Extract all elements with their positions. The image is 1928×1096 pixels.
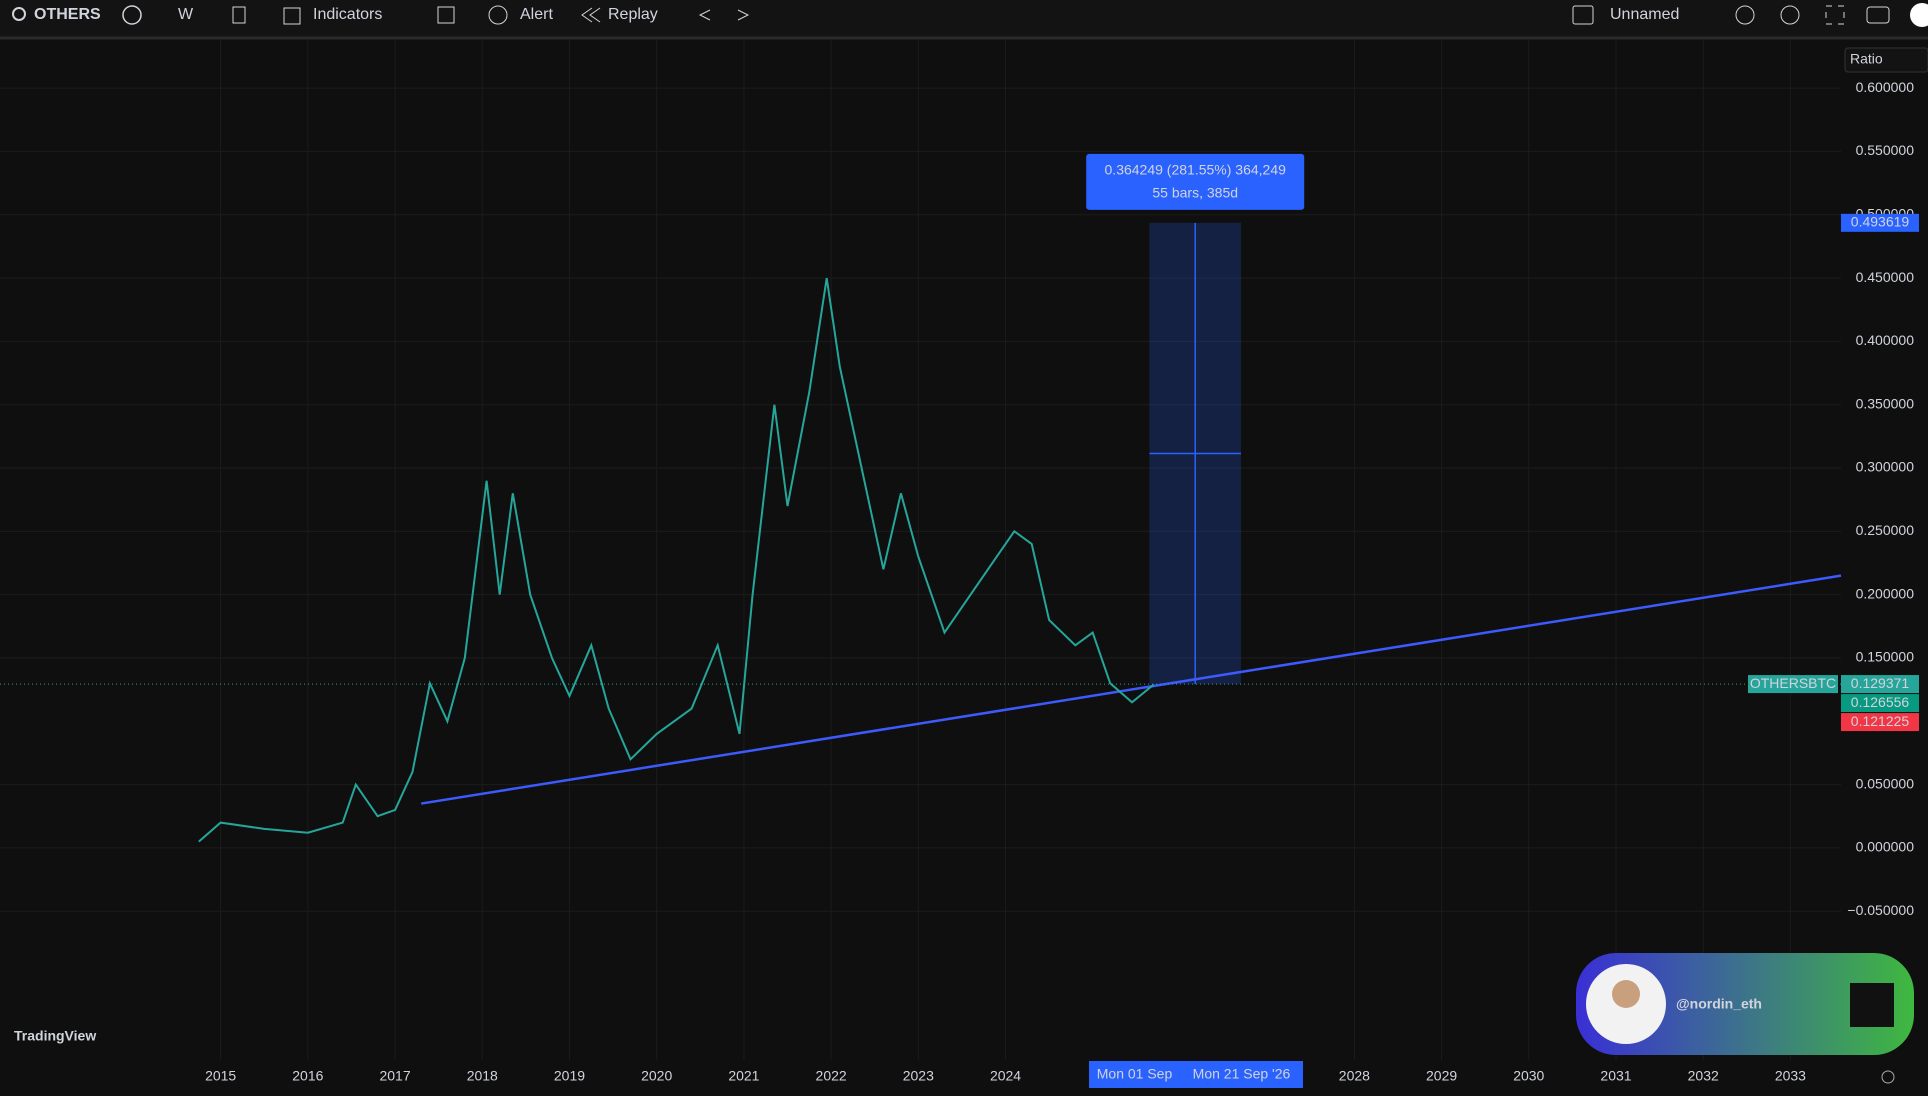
- y-tick-label: 0.300000: [1856, 459, 1915, 475]
- templates[interactable]: [437, 6, 455, 24]
- x-tick-label: 2033: [1775, 1068, 1806, 1084]
- y-tick-label: 0.200000: [1856, 585, 1915, 601]
- layout-icon[interactable]: [1572, 5, 1594, 25]
- x-tick-label: 2016: [292, 1068, 323, 1084]
- symbol[interactable]: OTHERS: [34, 6, 101, 23]
- interval[interactable]: W: [178, 6, 194, 23]
- measure-sublabel: 55 bars, 385d: [1152, 185, 1238, 201]
- y-tick-label: −0.050000: [1847, 902, 1914, 918]
- date-label: [1180, 1061, 1303, 1088]
- x-tick-label: 2029: [1426, 1068, 1457, 1084]
- alert[interactable]: Alert: [520, 6, 553, 23]
- replay-icon[interactable]: [581, 7, 601, 23]
- price-label: [1841, 694, 1919, 713]
- price-label-text: 0.121225: [1851, 713, 1910, 729]
- indicators-icon[interactable]: [283, 7, 301, 25]
- handle: @nordin_eth: [1676, 996, 1762, 1012]
- replay[interactable]: Replay: [608, 6, 658, 23]
- layout-name[interactable]: Unnamed: [1610, 6, 1679, 23]
- price-label: [1841, 675, 1919, 694]
- quick-search[interactable]: [1735, 5, 1755, 25]
- plot: 2015 2016 2017 2018 2019 2020 2021 2022 2023 2024…: [0, 40, 1919, 1088]
- series-tag-label: OTHERSBTC: [1750, 675, 1836, 691]
- date-label: [1089, 1061, 1180, 1088]
- series-tag: [1748, 675, 1838, 694]
- price-label-text: 0.129371: [1851, 675, 1910, 691]
- y-tick-label: 0.550000: [1856, 142, 1915, 158]
- y-tick-label: 0.450000: [1856, 269, 1915, 285]
- undo[interactable]: [698, 9, 711, 21]
- y-tick-label: 0.250000: [1856, 522, 1915, 538]
- x-tick-label: 2028: [1339, 1068, 1370, 1084]
- x-tick-label: 2023: [903, 1068, 934, 1084]
- x-tick-label: 2024: [990, 1068, 1021, 1084]
- trendline: [421, 574, 1842, 805]
- avatar-face: [1612, 980, 1640, 1008]
- profile[interactable]: [1910, 3, 1928, 27]
- handle-badge: [1576, 953, 1914, 1055]
- search-icon[interactable]: [12, 7, 26, 21]
- x-tick-label: 2019: [554, 1068, 585, 1084]
- measure-tooltip: [1086, 153, 1305, 210]
- redo[interactable]: [737, 9, 750, 21]
- date-label-text: Mon 21 Sep '26: [1193, 1066, 1291, 1082]
- measure-label: 0.364249 (281.55%) 364,249: [1105, 162, 1287, 178]
- indicators[interactable]: Indicators: [313, 6, 382, 23]
- x-tick-label: 2030: [1513, 1068, 1544, 1084]
- x-tick-label: 2017: [379, 1068, 410, 1084]
- settings[interactable]: [1780, 5, 1800, 25]
- axis-mode-label: Ratio: [1850, 51, 1883, 67]
- y-tick-label: 0.400000: [1856, 332, 1915, 348]
- fullscreen[interactable]: [1825, 5, 1845, 25]
- price-label-text: 0.493619: [1851, 214, 1910, 230]
- axis-settings[interactable]: [1881, 1070, 1895, 1084]
- y-tick-label: 0.600000: [1856, 79, 1915, 95]
- x-tick-label: 2022: [816, 1068, 847, 1084]
- add-symbol[interactable]: [122, 5, 142, 25]
- x-tick-label: 2032: [1688, 1068, 1719, 1084]
- price-axis: [1842, 40, 1928, 1060]
- logo: [1850, 983, 1894, 1027]
- y-tick-label: 0.050000: [1856, 775, 1915, 791]
- y-tick-label: 0.150000: [1856, 649, 1915, 665]
- alert-icon[interactable]: [488, 5, 508, 25]
- x-tick-label: 2021: [728, 1068, 759, 1084]
- y-tick-label: 0.000000: [1856, 839, 1915, 855]
- watermark: TradingView: [14, 1028, 96, 1044]
- price-line: [198, 277, 1155, 843]
- y-tick-label: 0.350000: [1856, 395, 1915, 411]
- x-tick-label: 2015: [205, 1068, 236, 1084]
- snapshot[interactable]: [1866, 6, 1890, 24]
- price-label: [1841, 213, 1919, 232]
- price-label-text: 0.126556: [1851, 694, 1910, 710]
- date-label-text: Mon 01 Sep: [1097, 1066, 1173, 1082]
- x-tick-label: 2020: [641, 1068, 672, 1084]
- toolbar: [0, 0, 1928, 37]
- axis-mode[interactable]: [1844, 47, 1928, 73]
- x-tick-label: 2018: [467, 1068, 498, 1084]
- x-tick-label: 2031: [1600, 1068, 1631, 1084]
- chart-style[interactable]: [232, 6, 246, 24]
- price-label: [1841, 713, 1919, 732]
